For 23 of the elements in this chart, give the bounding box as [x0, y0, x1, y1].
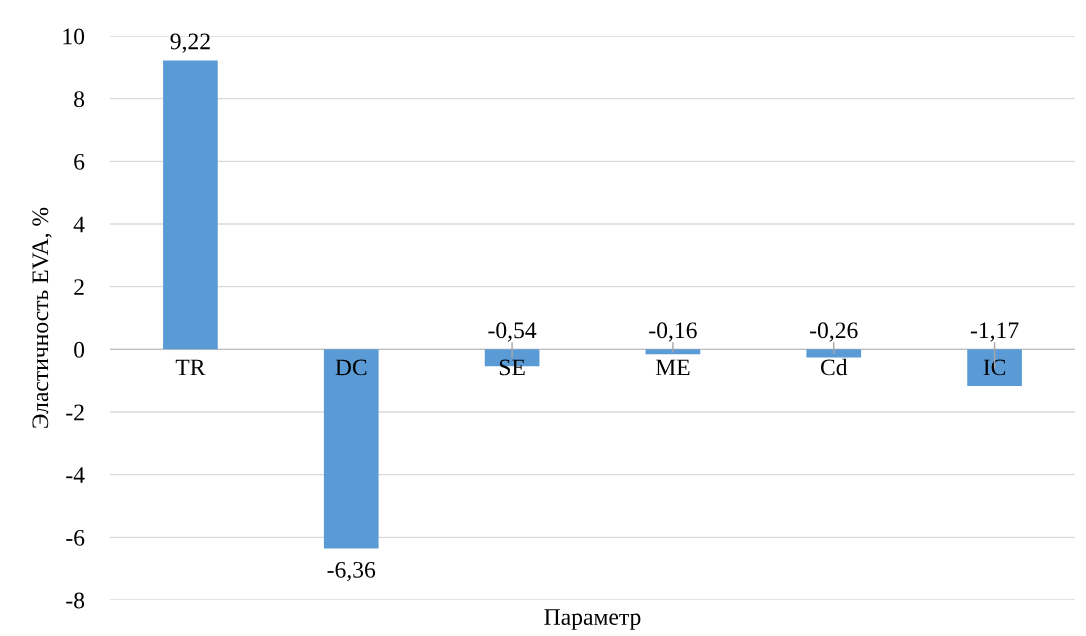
x-axis-title: Параметр [544, 609, 641, 630]
y-tick-label: -4 [66, 467, 85, 483]
data-label: 9,22 [170, 33, 210, 53]
x-tick-label: TR [175, 359, 206, 376]
y-tick-label: -8 [66, 592, 85, 609]
data-label: -6,36 [327, 561, 376, 582]
y-tick-label: -2 [66, 404, 84, 421]
data-label: -0,16 [649, 322, 697, 342]
y-tick-label: 10 [63, 28, 85, 45]
y-tick-label: 8 [74, 91, 85, 108]
data-label: -0,26 [810, 322, 858, 342]
x-tick-label: ME [655, 359, 690, 376]
x-tick-label: DC [335, 359, 367, 376]
x-tick-label: IC [983, 359, 1006, 376]
y-tick-label: 2 [74, 279, 84, 295]
y-axis-title: Эластичность EVA, % [32, 207, 52, 428]
y-tick-label: 6 [74, 153, 85, 170]
y-tick-label: 0 [74, 341, 85, 358]
data-label: -0,54 [488, 322, 537, 342]
data-label: -1,17 [970, 322, 1019, 342]
y-tick-label: 4 [73, 216, 85, 233]
y-tick-label: -6 [66, 529, 85, 546]
x-tick-label: Cd [820, 358, 848, 376]
